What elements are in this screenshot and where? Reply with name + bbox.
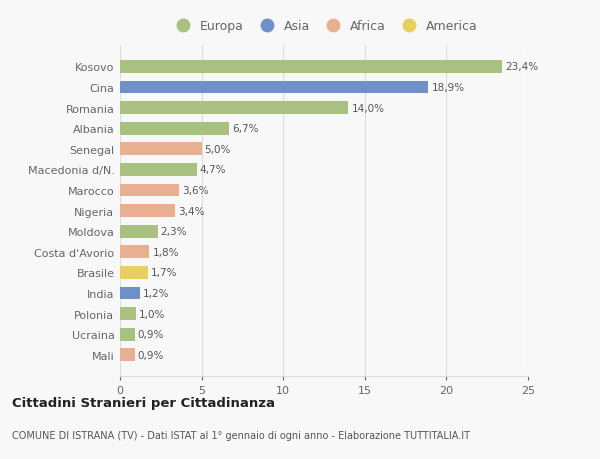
Bar [120,184,179,197]
Text: 1,0%: 1,0% [139,309,166,319]
Bar [120,123,229,135]
Bar [120,308,136,320]
Bar [120,102,349,115]
Bar [120,246,149,258]
Text: COMUNE DI ISTRANA (TV) - Dati ISTAT al 1° gennaio di ogni anno - Elaborazione TU: COMUNE DI ISTRANA (TV) - Dati ISTAT al 1… [12,431,470,440]
Text: 3,6%: 3,6% [182,185,208,196]
Bar [120,81,428,94]
Text: 1,8%: 1,8% [152,247,179,257]
Bar [120,328,134,341]
Text: Cittadini Stranieri per Cittadinanza: Cittadini Stranieri per Cittadinanza [12,396,275,409]
Text: 0,9%: 0,9% [137,330,164,339]
Bar [120,225,158,238]
Bar [120,143,202,156]
Bar [120,164,197,176]
Bar [120,205,175,218]
Text: 2,3%: 2,3% [160,227,187,237]
Text: 1,7%: 1,7% [151,268,177,278]
Text: 23,4%: 23,4% [505,62,538,72]
Bar [120,61,502,73]
Text: 3,4%: 3,4% [178,206,205,216]
Bar [120,349,134,361]
Text: 14,0%: 14,0% [352,103,385,113]
Text: 4,7%: 4,7% [200,165,226,175]
Text: 18,9%: 18,9% [431,83,464,93]
Legend: Europa, Asia, Africa, America: Europa, Asia, Africa, America [170,20,478,33]
Text: 0,9%: 0,9% [137,350,164,360]
Text: 1,2%: 1,2% [143,288,169,298]
Text: 5,0%: 5,0% [205,145,231,155]
Bar [120,266,148,279]
Bar [120,287,140,300]
Text: 6,7%: 6,7% [232,124,259,134]
